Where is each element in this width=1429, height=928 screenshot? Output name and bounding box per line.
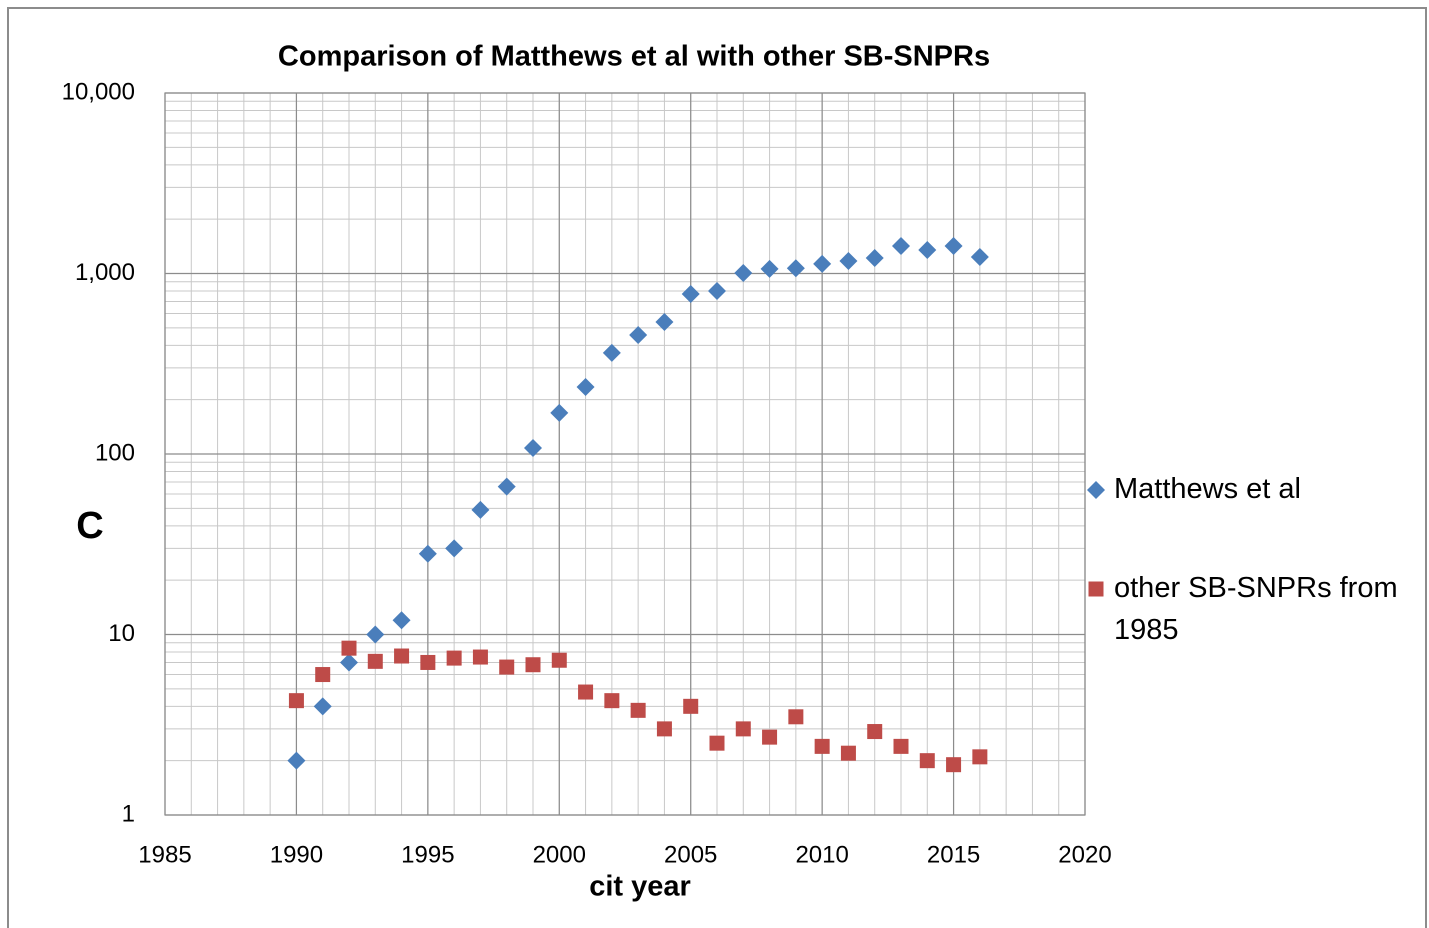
point: [630, 702, 646, 718]
y-tick-label: 1: [122, 800, 135, 827]
point: [655, 312, 674, 331]
point: [760, 259, 779, 278]
point: [366, 625, 385, 644]
legend-item: Matthews et al: [1086, 468, 1414, 510]
point: [656, 721, 672, 737]
point: [814, 738, 830, 754]
point: [681, 284, 700, 303]
legend-label: other SB-SNPRs from 1985: [1114, 572, 1398, 646]
legend-label: Matthews et al: [1114, 473, 1301, 505]
point: [1087, 481, 1105, 499]
point: [313, 697, 332, 716]
y-tick-label: 10,000: [62, 78, 135, 105]
point: [1088, 581, 1104, 597]
point: [394, 648, 410, 664]
point: [287, 751, 306, 770]
y-tick-label: 1,000: [75, 259, 135, 286]
point: [893, 738, 909, 754]
x-tick-label: 2005: [664, 841, 717, 868]
point: [786, 259, 805, 278]
point: [683, 698, 699, 714]
point: [788, 709, 804, 725]
y-axis-label: C: [76, 505, 103, 547]
point: [420, 654, 436, 670]
point: [340, 653, 358, 672]
point: [446, 650, 462, 666]
x-axis-label: cit year: [589, 871, 691, 903]
y-tick-label: 100: [95, 439, 135, 466]
point: [392, 611, 411, 630]
point: [735, 721, 751, 737]
point: [525, 657, 541, 673]
point: [288, 693, 304, 709]
point: [472, 649, 488, 665]
point: [445, 539, 464, 558]
x-tick-label: 1995: [401, 841, 454, 868]
legend-marker: [1088, 581, 1104, 597]
y-tick-label: 10: [108, 620, 135, 647]
point: [919, 753, 935, 769]
point: [471, 500, 490, 519]
point: [418, 544, 437, 563]
legend-swatch: [1086, 468, 1114, 510]
x-tick-label: 2015: [927, 841, 980, 868]
point: [709, 735, 725, 751]
point: [602, 343, 621, 362]
point: [762, 729, 778, 745]
x-tick-label: 2010: [795, 841, 848, 868]
point: [972, 749, 988, 765]
point: [524, 438, 542, 457]
point: [550, 403, 569, 422]
point: [944, 237, 963, 256]
point: [892, 237, 910, 256]
point: [708, 281, 726, 300]
point: [499, 659, 515, 675]
legend-item: other SB-SNPRs from 1985: [1086, 567, 1414, 651]
point: [867, 724, 883, 740]
point: [813, 254, 832, 273]
point: [946, 757, 962, 773]
point: [918, 240, 937, 259]
point: [576, 378, 595, 397]
point: [629, 326, 648, 345]
point: [578, 684, 594, 700]
point: [604, 693, 620, 709]
x-tick-label: 1985: [138, 841, 191, 868]
point: [551, 652, 567, 668]
chart-title: Comparison of Matthews et al with other …: [278, 41, 990, 73]
point: [840, 745, 856, 761]
point: [497, 477, 516, 496]
legend-swatch: [1086, 567, 1114, 609]
point: [970, 247, 989, 266]
point: [865, 249, 884, 268]
x-tick-label: 1990: [270, 841, 323, 868]
point: [315, 667, 331, 683]
point: [839, 251, 858, 270]
plot-border: [164, 92, 1086, 816]
point: [367, 653, 383, 669]
x-tick-label: 2020: [1058, 841, 1111, 868]
x-tick-label: 2000: [533, 841, 586, 868]
legend-marker: [1087, 481, 1105, 499]
point: [341, 640, 357, 656]
point: [734, 263, 753, 282]
